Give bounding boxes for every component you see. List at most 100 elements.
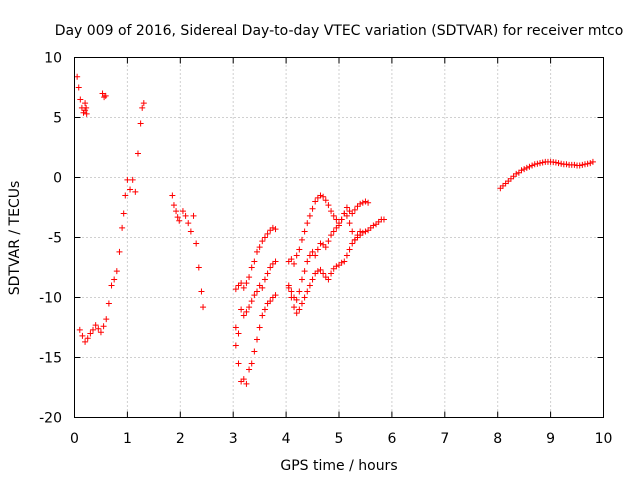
data-point-arc-m [555,160,562,167]
data-point-arc-m [521,166,528,173]
data-point-arc-k [330,228,337,235]
data-point-arc-k [370,222,377,229]
data-point-arc-l [301,294,308,301]
y-tick-label: -20 [39,411,62,427]
data-point-arc-d [122,192,129,199]
data-point-arc-g [232,286,239,293]
data-point-arc-m [552,159,559,166]
data-point-arc-h [248,298,255,305]
data-point-arc-k [346,220,353,227]
data-point-arc-l [341,258,348,265]
data-point-arc-d [87,330,94,337]
data-point-arc-i [256,324,263,331]
x-tick-label: 9 [546,431,555,447]
data-point-arc-j [362,198,369,205]
data-point-arc-f [182,212,189,219]
data-point-arc-h [254,288,261,295]
data-point-arc-j [343,204,350,211]
data-point-arc-m [523,164,530,171]
data-point-arc-m [563,161,570,168]
data-point-arc-l [291,304,298,311]
data-point-arc-d [134,150,141,157]
data-point-arc-g [269,224,276,231]
data-point-arc-k [306,252,313,259]
data-point-arc-m [587,160,594,167]
y-tick-label: -15 [39,351,62,367]
data-point-arc-h [232,324,239,331]
data-point-arc-d [90,326,97,333]
data-point-arc-f [195,264,202,271]
x-tick-label: 5 [335,431,344,447]
data-point-arc-m [529,162,536,169]
data-point-arc-m [513,170,520,177]
data-point-arc-g [264,230,271,237]
data-point-arc-i [259,312,266,319]
data-point-arc-g [256,244,263,251]
data-point-arc-d [111,276,118,283]
data-point-arc-c [102,92,109,99]
chart-title: Day 009 of 2016, Sidereal Day-to-day VTE… [55,23,624,39]
data-point-arc-l [343,252,350,259]
y-tick-label: 5 [53,111,62,127]
data-point-arc-j [325,202,332,209]
data-point-arc-j [320,193,327,200]
data-point-arc-l [357,228,364,235]
data-point-arc-e [174,214,181,221]
data-point-arc-d [139,104,146,111]
data-point-arc-d [97,329,104,336]
data-point-arc-l [314,268,321,275]
y-axis-label: SDTVAR / TECUs [7,181,23,296]
data-point-arc-j [306,212,313,219]
data-point-arc-a [75,84,82,91]
data-point-arc-g [251,258,258,265]
x-tick-label: 6 [387,431,396,447]
data-point-arc-k [328,232,335,239]
data-point-arc-k [314,246,321,253]
data-points [74,73,596,387]
data-point-arc-l [320,270,327,277]
data-point-arc-h [243,308,250,315]
x-tick-label: 1 [123,431,132,447]
data-point-arc-j [328,208,335,215]
data-point-arc-i [240,376,247,383]
data-point-arc-g [272,226,279,233]
data-point-arc-l [349,240,356,247]
data-point-arc-g [246,274,253,281]
data-point-arc-d [76,326,83,333]
data-point-arc-h [259,284,266,291]
x-tick-label: 3 [229,431,238,447]
data-point-arc-h [272,258,279,265]
data-point-arc-d [79,332,86,339]
data-point-arc-f [200,304,207,311]
data-point-arc-i [254,336,261,343]
data-point-arc-k [298,276,305,283]
data-point-arc-d [120,210,127,217]
data-point-arc-a [77,96,84,103]
data-point-arc-f [187,228,194,235]
data-point-arc-m [584,160,591,167]
data-point-arc-l [328,270,335,277]
data-point-arc-k [362,228,369,235]
data-point-arc-d [108,282,115,289]
data-point-arc-l [288,294,295,301]
data-point-arc-d [137,120,144,127]
data-point-arc-k [309,248,316,255]
data-point-arc-h [240,312,247,319]
data-point-arc-j [330,212,337,219]
data-point-arc-k [338,216,345,223]
data-point-arc-f [179,208,186,215]
data-point-arc-f [198,288,205,295]
data-point-arc-k [336,222,342,229]
grid-lines [74,57,604,418]
x-tick-label: 4 [282,431,291,447]
data-point-arc-m [534,160,541,167]
data-point-arc-m [537,160,544,167]
data-point-arc-d [127,186,134,193]
data-point-arc-g [259,238,266,245]
data-point-arc-m [581,161,588,168]
data-point-arc-m [526,163,533,170]
y-tick-label: 10 [44,51,62,67]
data-point-arc-d [119,224,126,231]
x-tick-label: 0 [70,431,79,447]
